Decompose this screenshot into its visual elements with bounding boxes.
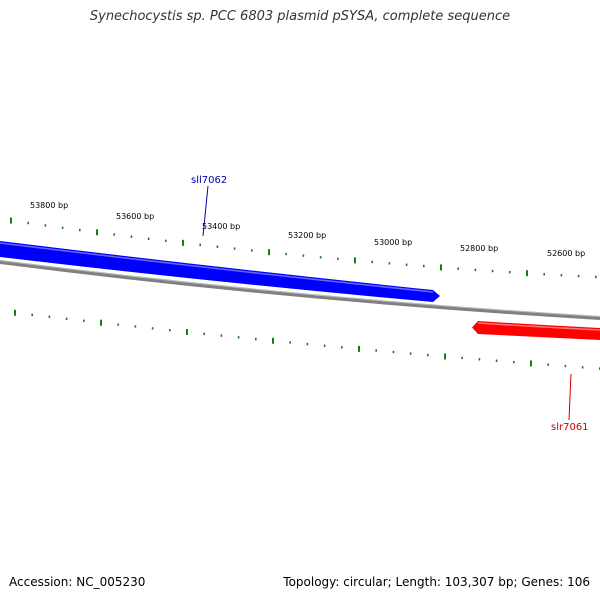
ruler-label-53800: 53800 bp (30, 201, 68, 210)
gene-sll7062-label[interactable]: sll7062 (191, 175, 227, 186)
gene-slr7061-label[interactable]: slr7061 (551, 422, 589, 433)
gene-sll7062-leader (202, 185, 209, 237)
ruler-label-52600: 52600 bp (547, 249, 585, 258)
plasmid-backbone (0, 260, 600, 320)
ruler-label-53600: 53600 bp (116, 212, 154, 221)
topology-summary: Topology: circular; Length: 103,307 bp; … (283, 575, 590, 589)
ruler-label-53200: 53200 bp (288, 231, 326, 240)
ruler-label-53000: 53000 bp (374, 238, 412, 247)
lower-tick-row (14, 309, 600, 370)
upper-tick-row (10, 217, 597, 279)
accession-text: Accession: NC_005230 (9, 575, 146, 589)
gene-slr7061-arrow[interactable] (472, 321, 600, 340)
ruler-label-52800: 52800 bp (460, 244, 498, 253)
ruler-label-53400: 53400 bp (202, 222, 240, 231)
gene-slr7061-leader (568, 373, 572, 421)
map-title: Synechocystis sp. PCC 6803 plasmid pSYSA… (89, 9, 511, 24)
ruler-labels: 53800 bp 53600 bp 53400 bp 53200 bp 5300… (30, 201, 585, 258)
